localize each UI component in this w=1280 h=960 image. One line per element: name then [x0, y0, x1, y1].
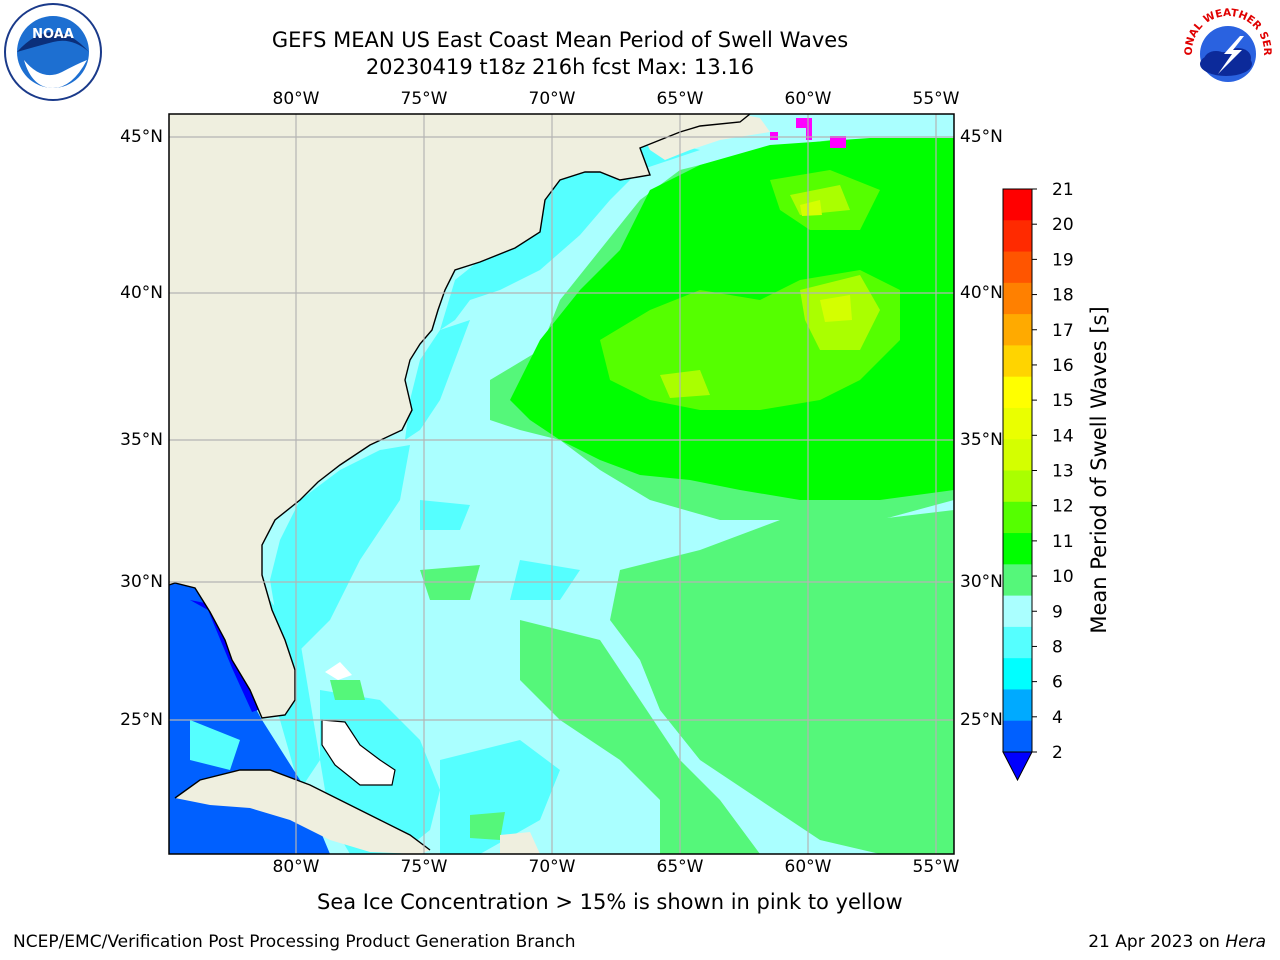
cyan-patch-2	[420, 500, 470, 530]
colorbar-tick-label: 18	[1052, 286, 1074, 306]
colorbar-segment	[1003, 564, 1032, 597]
us-east-coast-land	[169, 114, 750, 718]
nws-logo: NATIONAL WEATHER SERVICE	[1178, 2, 1274, 98]
lat-tick-label-right: 30°N	[960, 572, 1003, 592]
colorbar-segment	[1003, 533, 1032, 565]
lat-tick-label-left: 30°N	[120, 572, 163, 592]
colorbar-segment	[1003, 251, 1032, 284]
colorbar-segment	[1003, 189, 1032, 221]
lon-tick-label-bottom: 65°W	[656, 857, 704, 877]
yellow-green-region-2	[660, 370, 710, 398]
hispaniola-edge	[500, 832, 540, 854]
colorbar-tick-label: 9	[1052, 602, 1063, 622]
footer-date-text: 21 Apr 2023 on	[1088, 932, 1226, 952]
lat-tick-label-left: 25°N	[120, 710, 163, 730]
lat-tick-label-right: 35°N	[960, 430, 1003, 450]
light-green-south-swath	[520, 620, 760, 854]
colorbar-segment	[1003, 282, 1032, 315]
colorbar-tick-label: 8	[1052, 637, 1063, 657]
lat-tick-label-left: 40°N	[120, 283, 163, 303]
bahamas-outline	[321, 719, 396, 786]
colorbar-segment	[1003, 658, 1032, 690]
cuba-land	[175, 770, 430, 854]
colorbar-segment	[1003, 595, 1032, 628]
cuba-coastline	[174, 769, 431, 851]
colorbar-segment	[1003, 220, 1032, 253]
lon-tick-label-bottom: 80°W	[272, 857, 320, 877]
colorbar-segment	[1003, 470, 1032, 503]
lat-tick-label-left: 35°N	[120, 430, 163, 450]
colorbar-segment	[1003, 407, 1032, 440]
colorbar-tick-label: 6	[1052, 673, 1063, 693]
lon-tick-label-bottom: 75°W	[400, 857, 448, 877]
colorbar-segment	[1003, 720, 1032, 753]
colorbar-tick-label: 19	[1052, 250, 1074, 270]
sea-ice-spot-3	[770, 132, 778, 140]
light-green-patch-3	[470, 812, 505, 840]
lat-tick-label-right: 40°N	[960, 283, 1003, 303]
lat-tick-label-right: 45°N	[960, 127, 1003, 147]
lon-tick-label-top: 55°W	[912, 89, 960, 109]
footer-credit: NCEP/EMC/Verification Post Processing Pr…	[13, 932, 576, 952]
map-title: GEFS MEAN US East Coast Mean Period of S…	[271, 28, 849, 52]
colorbar-tick-label: 21	[1052, 180, 1074, 200]
map-subtitle: 20230419 t18z 216h fcst Max: 13.16	[365, 55, 755, 79]
colorbar-segment	[1003, 689, 1032, 722]
lat-tick-label-right: 25°N	[960, 710, 1003, 730]
colorbar-tick-label: 17	[1052, 321, 1074, 341]
light-green-patch-2	[330, 680, 365, 700]
colorbar-segment	[1003, 376, 1032, 409]
colorbar-tick-label: 10	[1052, 567, 1074, 587]
sea-ice-caption: Sea Ice Concentration > 15% is shown in …	[317, 890, 903, 914]
cyan-band-southeast	[270, 445, 410, 650]
lon-tick-label-top: 75°W	[400, 89, 448, 109]
colorbar-tick-label: 13	[1052, 462, 1074, 482]
map-frame	[168, 113, 955, 855]
colorbar-tick-label: 2	[1052, 743, 1063, 763]
yellow-spot-2	[800, 200, 822, 216]
yellow-spot-1	[820, 295, 852, 322]
noaa-logo: NOAA	[4, 3, 102, 101]
coastline	[169, 114, 751, 719]
footer-date: 21 Apr 2023 on Hera	[1088, 932, 1266, 952]
cyan-band-northeast	[440, 140, 700, 330]
colorbar-tick-label: 4	[1052, 708, 1063, 728]
gulf-deep-blue-fringe	[190, 600, 258, 712]
colorbar-segment	[1003, 626, 1032, 659]
lat-tick-label-left: 45°N	[120, 127, 163, 147]
graticule	[169, 114, 954, 854]
cyan-patch-1	[510, 560, 580, 600]
colorbar-segment	[1003, 314, 1032, 346]
colorbar-segment	[1003, 439, 1032, 471]
abaco-island	[325, 662, 352, 680]
colorbar-tick-label: 15	[1052, 391, 1074, 411]
colorbar-segment	[1003, 345, 1032, 378]
colorbar-tick-label: 16	[1052, 356, 1074, 376]
lon-tick-label-top: 70°W	[528, 89, 576, 109]
lon-tick-label-bottom: 70°W	[528, 857, 576, 877]
light-green-east	[610, 510, 954, 854]
sea-ice-spot-4	[806, 126, 812, 140]
gulf-cyan-patch	[190, 720, 240, 770]
sea-ice-spot-2	[830, 136, 846, 148]
noaa-logo-text: NOAA	[32, 27, 74, 42]
colorbar: 21 20 19 18 17 16 15 14 13 12 11 10 9 8 6 4 2	[1002, 180, 1074, 782]
lon-tick-label-top: 80°W	[272, 89, 320, 109]
sea-ice-spot-1	[796, 118, 812, 128]
cyan-band-midatlantic	[405, 320, 470, 440]
colorbar-tick-label: 12	[1052, 497, 1074, 517]
lon-tick-label-top: 65°W	[656, 89, 704, 109]
colorbar-tick-label: 14	[1052, 426, 1074, 446]
lon-tick-label-bottom: 60°W	[784, 857, 832, 877]
lon-tick-label-bottom: 55°W	[912, 857, 960, 877]
colorbar-tick-label: 20	[1052, 215, 1074, 235]
footer-host: Hera	[1225, 932, 1266, 952]
colorbar-label: Mean Period of Swell Waves [s]	[1087, 306, 1111, 633]
colorbar-segment	[1003, 501, 1032, 534]
colorbar-tick-label: 11	[1052, 532, 1074, 552]
lon-tick-label-top: 60°W	[784, 89, 832, 109]
colorbar-extend-triangle	[1002, 751, 1033, 782]
